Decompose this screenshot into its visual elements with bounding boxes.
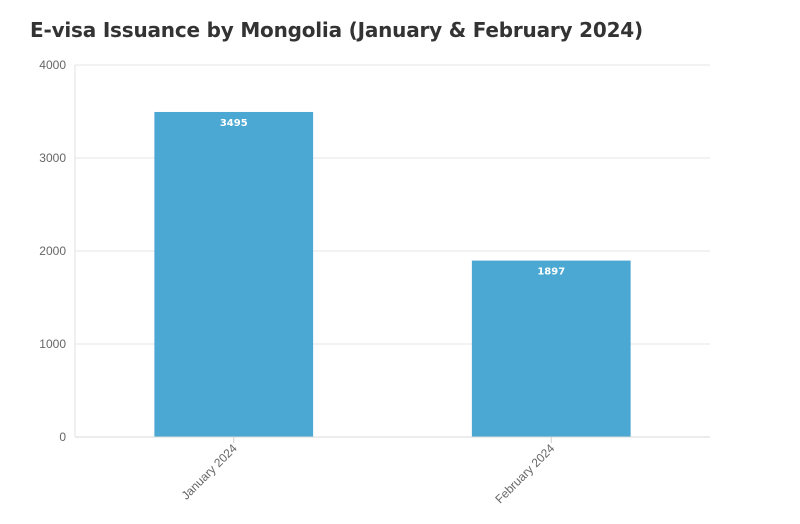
y-tick-label: 4000 xyxy=(39,58,66,72)
data-label: 3495 xyxy=(220,118,248,129)
x-tick-label: January 2024 xyxy=(179,441,241,503)
y-tick-label: 0 xyxy=(59,430,66,444)
bar xyxy=(471,260,631,437)
y-tick-label: 2000 xyxy=(39,244,66,258)
y-tick-label: 1000 xyxy=(39,337,66,351)
bars: 3495 1897 xyxy=(154,111,631,437)
chart-title: E-visa Issuance by Mongolia (January & F… xyxy=(30,18,643,42)
y-axis: 0 1000 2000 3000 4000 xyxy=(39,58,76,444)
x-axis: January 2024 February 2024 xyxy=(75,436,710,506)
y-tick-label: 3000 xyxy=(39,151,66,165)
bar xyxy=(154,111,314,437)
data-label: 1897 xyxy=(537,267,565,278)
x-tick-label: February 2024 xyxy=(492,441,557,506)
